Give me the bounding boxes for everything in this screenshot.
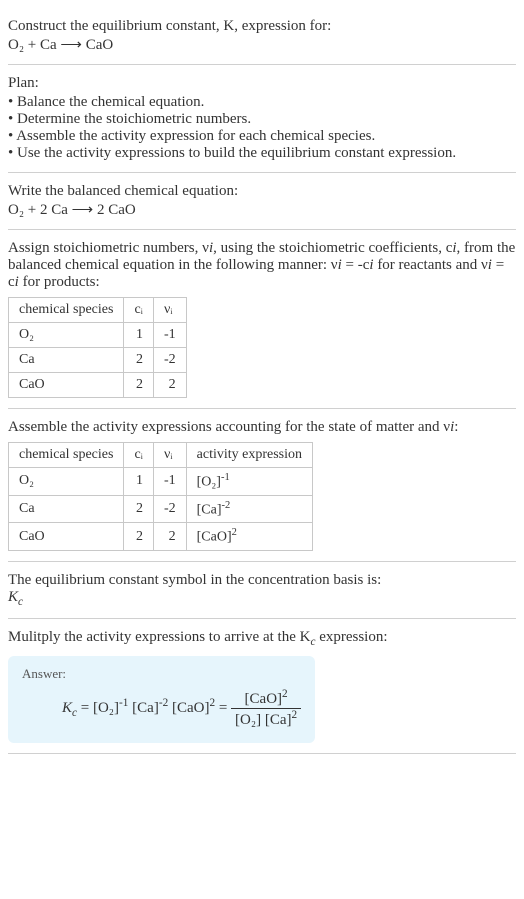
term: [O₂] (93, 700, 119, 716)
section-stoich: Assign stoichiometric numbers, νi, using… (8, 230, 516, 409)
cell-ci: 2 (124, 348, 154, 373)
txt: Assign stoichiometric numbers, ν (8, 240, 209, 256)
cell-species: CaO (9, 523, 124, 551)
cell-vi: -1 (153, 323, 186, 348)
plan-item: Use the activity expressions to build th… (8, 145, 516, 162)
table-row: CaO 2 2 [CaO]2 (9, 523, 313, 551)
txt: : (454, 419, 458, 435)
cell-species: Ca (9, 495, 124, 523)
table-row: chemical species cᵢ νᵢ activity expressi… (9, 443, 313, 468)
txt: , using the stoichiometric coefficients,… (213, 240, 452, 256)
base: [O₂] (197, 475, 221, 490)
exp: -1 (221, 472, 230, 483)
section-plan: Plan: Balance the chemical equation. Det… (8, 65, 516, 173)
base: [CaO] (197, 530, 232, 545)
cell-ci: 2 (124, 523, 154, 551)
col-ci: cᵢ (124, 298, 154, 323)
col-ci: cᵢ (124, 443, 154, 468)
exp: 2 (292, 709, 298, 721)
section-balanced: Write the balanced chemical equation: O₂… (8, 173, 516, 230)
term: [Ca] (132, 700, 159, 716)
cell-species: O₂ (9, 468, 124, 496)
term: [CaO] (172, 700, 210, 716)
numerator: [CaO]2 (231, 688, 301, 709)
activity-table: chemical species cᵢ νᵢ activity expressi… (8, 442, 313, 551)
exp: -1 (119, 697, 128, 709)
txt: = -c (342, 257, 370, 273)
cell-vi: -1 (153, 468, 186, 496)
section-ksym: The equilibrium constant symbol in the c… (8, 562, 516, 619)
eq: = (215, 700, 231, 716)
activity-intro: Assemble the activity expressions accoun… (8, 419, 516, 436)
intro-text: Construct the equilibrium constant, K, e… (8, 18, 331, 34)
exp: 2 (232, 527, 237, 538)
plan-list: Balance the chemical equation. Determine… (8, 94, 516, 162)
txt: expression: (315, 629, 387, 645)
cell-activity: [CaO]2 (186, 523, 312, 551)
plan-item: Balance the chemical equation. (8, 94, 516, 111)
term: [Ca] (265, 712, 292, 728)
cell-species: O₂ (9, 323, 124, 348)
denominator: [O₂] [Ca]2 (231, 709, 301, 729)
txt: for products: (19, 274, 100, 290)
table-row: Ca 2 -2 [Ca]-2 (9, 495, 313, 523)
base: [Ca] (197, 502, 222, 517)
answer-label: Answer: (22, 666, 301, 682)
cell-species: CaO (9, 373, 124, 398)
plan-item: Assemble the activity expression for eac… (8, 128, 516, 145)
balanced-title: Write the balanced chemical equation: (8, 183, 516, 200)
plan-title: Plan: (8, 75, 516, 92)
section-multiply: Mulitply the activity expressions to arr… (8, 619, 516, 754)
cell-species: Ca (9, 348, 124, 373)
table-row: CaO 2 2 (9, 373, 187, 398)
cell-ci: 1 (124, 468, 154, 496)
table-row: chemical species cᵢ νᵢ (9, 298, 187, 323)
stoich-table: chemical species cᵢ νᵢ O₂ 1 -1 Ca 2 -2 C… (8, 297, 187, 398)
cell-vi: -2 (153, 348, 186, 373)
section-intro: Construct the equilibrium constant, K, e… (8, 8, 516, 65)
cell-vi: 2 (153, 523, 186, 551)
intro-line: Construct the equilibrium constant, K, e… (8, 18, 516, 35)
eq: = (77, 700, 93, 716)
exp: -2 (222, 500, 231, 511)
term: [O₂] (235, 712, 261, 728)
balanced-equation: O₂ + 2 Ca ⟶ 2 CaO (8, 200, 516, 219)
answer-expression: Kc = [O₂]-1 [Ca]-2 [CaO]2 = [CaO]2 [O₂] … (22, 688, 301, 729)
cell-vi: -2 (153, 495, 186, 523)
c: c (18, 596, 23, 608)
exp: 2 (282, 688, 288, 700)
ksym-symbol: Kc (8, 589, 516, 608)
exp: -2 (159, 697, 168, 709)
multiply-line: Mulitply the activity expressions to arr… (8, 629, 516, 648)
table-row: O₂ 1 -1 (9, 323, 187, 348)
term: [CaO] (245, 691, 283, 707)
cell-ci: 2 (124, 495, 154, 523)
col-vi: νᵢ (153, 443, 186, 468)
answer-box: Answer: Kc = [O₂]-1 [Ca]-2 [CaO]2 = [CaO… (8, 656, 315, 743)
plan-item: Determine the stoichiometric numbers. (8, 111, 516, 128)
txt: Mulitply the activity expressions to arr… (8, 629, 310, 645)
table-row: O₂ 1 -1 [O₂]-1 (9, 468, 313, 496)
col-species: chemical species (9, 443, 124, 468)
txt: for reactants and ν (374, 257, 488, 273)
cell-vi: 2 (153, 373, 186, 398)
cell-activity: [O₂]-1 (186, 468, 312, 496)
section-activity: Assemble the activity expressions accoun… (8, 409, 516, 562)
cell-ci: 1 (124, 323, 154, 348)
cell-ci: 2 (124, 373, 154, 398)
cell-activity: [Ca]-2 (186, 495, 312, 523)
table-row: Ca 2 -2 (9, 348, 187, 373)
col-activity: activity expression (186, 443, 312, 468)
K: K (8, 589, 18, 605)
ksym-line: The equilibrium constant symbol in the c… (8, 572, 516, 589)
stoich-intro: Assign stoichiometric numbers, νi, using… (8, 240, 516, 291)
fraction: [CaO]2 [O₂] [Ca]2 (231, 688, 301, 729)
unbalanced-equation: O₂ + Ca ⟶ CaO (8, 35, 516, 54)
K: K (62, 700, 72, 716)
col-species: chemical species (9, 298, 124, 323)
txt: Assemble the activity expressions accoun… (8, 419, 450, 435)
col-vi: νᵢ (153, 298, 186, 323)
